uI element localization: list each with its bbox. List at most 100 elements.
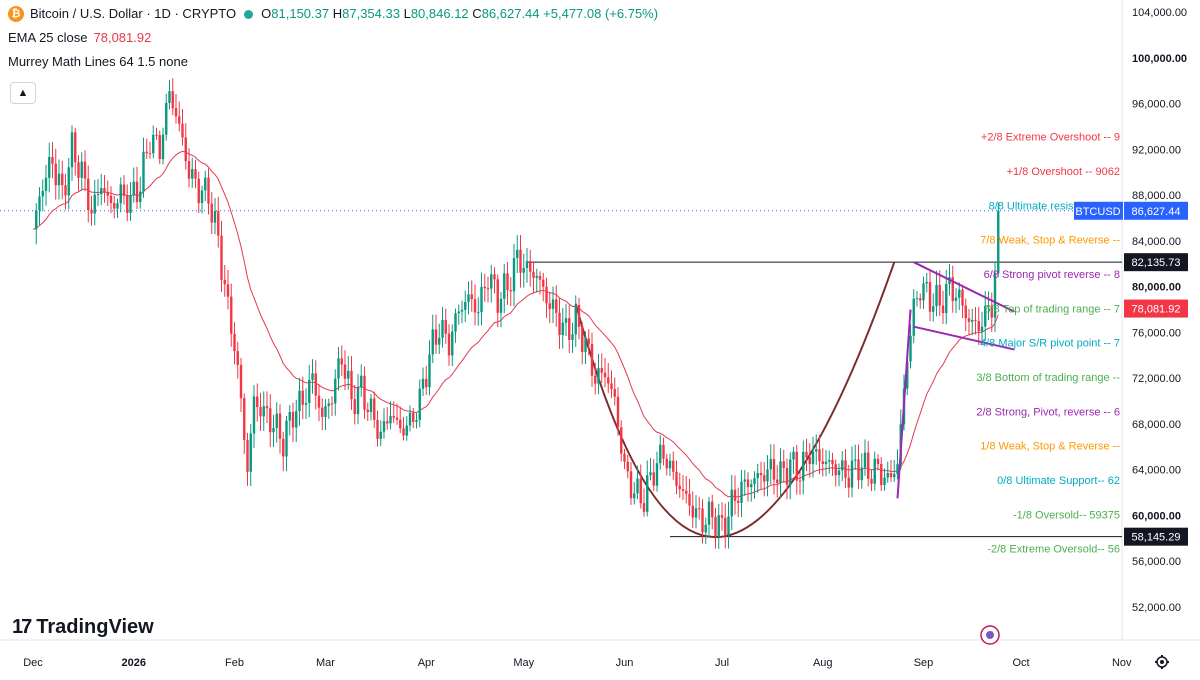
candle[interactable] <box>158 130 161 165</box>
candle[interactable] <box>623 448 626 470</box>
candle[interactable] <box>769 444 772 485</box>
candle[interactable] <box>626 454 629 479</box>
flag-lower-line[interactable] <box>913 325 1015 351</box>
candle[interactable] <box>698 496 701 520</box>
candle[interactable] <box>298 377 301 426</box>
candle[interactable] <box>678 472 681 498</box>
candle[interactable] <box>278 404 282 454</box>
candle[interactable] <box>961 284 964 319</box>
candle[interactable] <box>893 459 896 482</box>
candle[interactable] <box>103 174 106 203</box>
candle[interactable] <box>633 482 636 505</box>
candle[interactable] <box>896 449 899 480</box>
candle[interactable] <box>441 306 444 348</box>
candle[interactable] <box>412 407 415 429</box>
candle[interactable] <box>304 388 308 420</box>
candle[interactable] <box>662 437 665 466</box>
candle[interactable] <box>977 306 980 346</box>
candle[interactable] <box>733 475 737 515</box>
candle[interactable] <box>161 127 165 165</box>
candle[interactable] <box>197 171 200 214</box>
candle[interactable] <box>181 109 184 146</box>
candle[interactable] <box>964 298 967 332</box>
candle[interactable] <box>48 142 51 193</box>
candle[interactable] <box>379 420 382 447</box>
candle[interactable] <box>54 148 57 200</box>
candle[interactable] <box>522 253 525 288</box>
candle[interactable] <box>165 93 168 141</box>
legend-collapse-button[interactable]: ▲ <box>10 82 36 104</box>
candle[interactable] <box>421 367 425 397</box>
candle[interactable] <box>766 455 769 497</box>
candle[interactable] <box>997 202 1000 277</box>
candle[interactable] <box>548 292 551 324</box>
candle[interactable] <box>672 451 675 480</box>
candle[interactable] <box>392 401 395 424</box>
candle[interactable] <box>694 495 698 529</box>
candle[interactable] <box>922 276 925 309</box>
candle[interactable] <box>207 168 210 215</box>
candle[interactable] <box>740 470 743 518</box>
candle[interactable] <box>642 488 646 517</box>
candle[interactable] <box>457 304 460 325</box>
gear-icon[interactable] <box>1155 655 1169 669</box>
candle[interactable] <box>347 356 350 390</box>
candle[interactable] <box>477 297 480 326</box>
candle[interactable] <box>886 461 889 483</box>
candle[interactable] <box>291 402 295 443</box>
candle[interactable] <box>486 276 490 303</box>
candle[interactable] <box>795 444 798 495</box>
candle[interactable] <box>493 267 496 294</box>
candle[interactable] <box>951 265 954 313</box>
candle[interactable] <box>519 234 522 288</box>
candle[interactable] <box>35 203 38 245</box>
candle[interactable] <box>870 469 873 491</box>
candle[interactable] <box>418 379 421 428</box>
price-tag[interactable]: 82,135.73 <box>1124 253 1188 272</box>
candle[interactable] <box>971 308 974 336</box>
candle[interactable] <box>909 324 912 369</box>
candle[interactable] <box>480 272 483 326</box>
candle[interactable] <box>243 393 246 454</box>
candle[interactable] <box>499 291 503 328</box>
candle[interactable] <box>652 459 655 492</box>
candle[interactable] <box>529 249 532 287</box>
candle[interactable] <box>171 78 174 116</box>
candle[interactable] <box>665 453 668 476</box>
candle[interactable] <box>574 295 577 347</box>
candle[interactable] <box>659 435 662 470</box>
candle[interactable] <box>538 271 542 295</box>
candle[interactable] <box>831 452 834 476</box>
candle[interactable] <box>516 235 519 273</box>
candle[interactable] <box>174 94 178 124</box>
candle[interactable] <box>353 384 356 425</box>
candle[interactable] <box>594 362 597 395</box>
candle[interactable] <box>168 79 171 110</box>
candle[interactable] <box>824 450 828 477</box>
candle[interactable] <box>958 282 961 311</box>
candle[interactable] <box>525 248 529 283</box>
candle[interactable] <box>935 270 938 317</box>
candle[interactable] <box>122 175 126 205</box>
candle[interactable] <box>343 350 347 391</box>
candle[interactable] <box>867 441 870 487</box>
candle[interactable] <box>256 383 259 422</box>
candle[interactable] <box>668 453 672 476</box>
candle[interactable] <box>590 332 594 387</box>
candle[interactable] <box>61 160 64 200</box>
candle[interactable] <box>87 165 90 223</box>
candle[interactable] <box>376 410 379 447</box>
candle[interactable] <box>587 329 590 356</box>
candle[interactable] <box>779 448 782 498</box>
candle[interactable] <box>363 366 366 419</box>
candle[interactable] <box>954 288 958 313</box>
candle[interactable] <box>990 292 993 333</box>
candle[interactable] <box>984 291 987 341</box>
candle[interactable] <box>483 273 486 302</box>
candle[interactable] <box>460 300 464 324</box>
flag-upper-line[interactable] <box>913 261 1015 313</box>
candle[interactable] <box>753 471 756 499</box>
candle[interactable] <box>405 416 408 441</box>
candle[interactable] <box>837 463 841 487</box>
